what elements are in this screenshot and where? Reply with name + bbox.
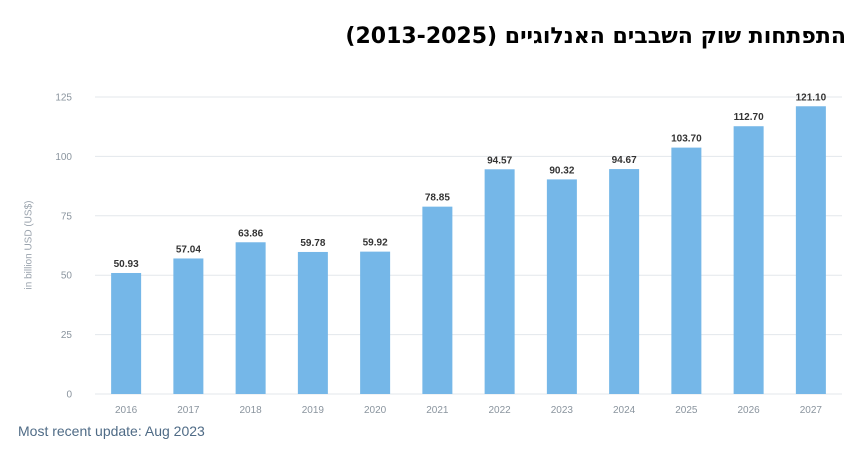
y-tick-label: 0 (66, 390, 72, 401)
bar (484, 169, 515, 394)
bar-value-label: 57.04 (176, 244, 201, 255)
bar (297, 251, 328, 394)
x-tick-label: 2021 (426, 405, 449, 416)
bar (111, 272, 142, 394)
bar-value-label: 121.10 (796, 92, 827, 103)
bar-value-label: 78.85 (425, 193, 450, 204)
x-tick-label: 2019 (302, 405, 325, 416)
bar (235, 242, 266, 394)
x-tick-label: 2022 (489, 405, 512, 416)
bar-value-label: 59.78 (300, 238, 325, 249)
x-tick-label: 2016 (115, 405, 138, 416)
x-tick-label: 2024 (613, 405, 636, 416)
bar-value-label: 63.86 (238, 228, 263, 239)
chart-title: התפתחות שוק השבבים האנלוגיים (2013-2025) (345, 24, 846, 49)
x-tick-label: 2020 (364, 405, 387, 416)
bar-value-label: 50.93 (114, 259, 139, 270)
bar (173, 258, 204, 394)
y-tick-label: 25 (61, 330, 73, 341)
x-tick-label: 2026 (738, 405, 761, 416)
x-tick-label: 2023 (551, 405, 574, 416)
bar (360, 251, 391, 394)
bar-value-label: 94.67 (612, 155, 637, 166)
bar-value-label: 94.57 (487, 155, 512, 166)
x-tick-label: 2027 (800, 405, 823, 416)
y-tick-label: 50 (61, 271, 73, 282)
bar (671, 147, 702, 394)
bar-value-label: 112.70 (734, 112, 764, 123)
y-tick-label: 125 (55, 93, 72, 104)
x-tick-label: 2017 (177, 405, 200, 416)
bar (546, 179, 577, 394)
y-tick-label: 100 (55, 152, 72, 163)
bar (733, 126, 764, 395)
bar (795, 106, 826, 394)
y-tick-label: 75 (61, 211, 73, 222)
bar (609, 169, 640, 394)
x-tick-label: 2025 (675, 405, 698, 416)
bar-value-label: 103.70 (671, 134, 702, 145)
x-tick-label: 2018 (240, 405, 263, 416)
last-update-note: Most recent update: Aug 2023 (18, 423, 205, 439)
bar-value-label: 59.92 (363, 238, 388, 249)
bar (422, 206, 453, 394)
bar-value-label: 90.32 (549, 165, 574, 176)
